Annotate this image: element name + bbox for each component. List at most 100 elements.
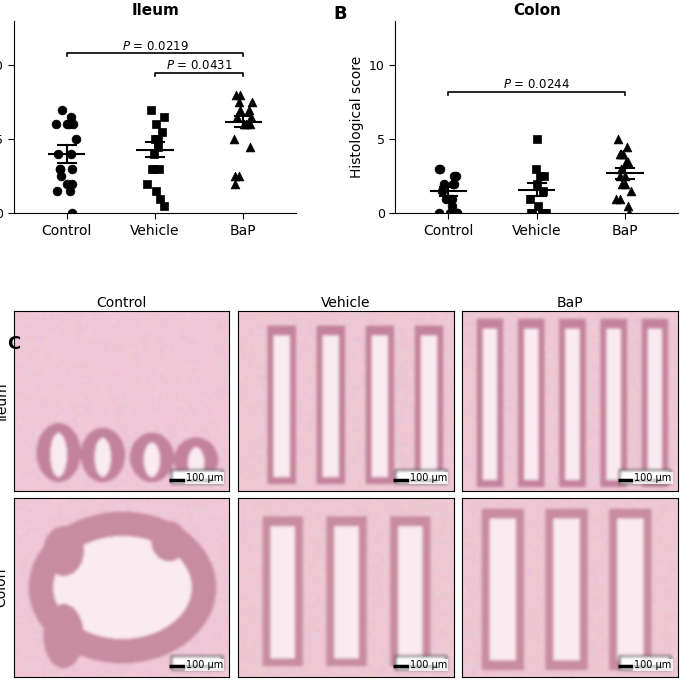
Point [610, 193, 621, 204]
Point [156, 126, 167, 138]
Point [64, 186, 75, 197]
Point [51, 186, 62, 197]
Y-axis label: Histological score: Histological score [349, 56, 364, 178]
Point [245, 119, 256, 130]
Title: BaP: BaP [557, 296, 584, 310]
Point [146, 104, 157, 115]
Point [66, 163, 77, 174]
Point [65, 149, 76, 160]
Point [53, 149, 64, 160]
Point [234, 97, 245, 108]
Point [526, 208, 537, 219]
Point [526, 208, 537, 219]
Point [436, 186, 447, 197]
Point [54, 163, 65, 174]
Point [51, 119, 62, 130]
Point [616, 163, 627, 174]
Text: $P$ = 0.0219: $P$ = 0.0219 [122, 39, 188, 53]
Point [234, 89, 245, 100]
Point [66, 111, 77, 122]
Point [445, 208, 456, 219]
Text: 100 μm: 100 μm [186, 473, 223, 484]
Point [536, 208, 547, 219]
Point [231, 89, 242, 100]
Point [245, 141, 256, 152]
Point [68, 119, 79, 130]
Point [62, 119, 73, 130]
Point [621, 141, 632, 152]
Point [539, 208, 550, 219]
Point [67, 208, 78, 219]
Point [449, 208, 460, 219]
Point [239, 119, 250, 130]
Point [232, 111, 242, 122]
Point [228, 134, 239, 145]
Point [243, 104, 254, 115]
Point [450, 171, 461, 182]
Text: 100 μm: 100 μm [410, 473, 447, 484]
Point [525, 193, 536, 204]
Point [614, 193, 625, 204]
Point [229, 171, 240, 182]
Point [532, 134, 543, 145]
Point [147, 163, 158, 174]
Point [541, 208, 552, 219]
Text: 100 μm: 100 μm [410, 660, 447, 670]
Point [617, 149, 628, 160]
Title: Vehicle: Vehicle [321, 296, 371, 310]
Point [619, 178, 630, 189]
Text: C: C [7, 335, 20, 353]
Point [537, 186, 548, 197]
Point [531, 178, 542, 189]
Point [447, 178, 458, 189]
Point [152, 134, 163, 145]
Title: Control: Control [97, 296, 147, 310]
Point [534, 171, 545, 182]
Point [433, 208, 444, 219]
Point [435, 163, 446, 174]
Point [245, 111, 256, 122]
Point [153, 163, 164, 174]
Point [440, 193, 451, 204]
Point [433, 163, 444, 174]
Point [151, 186, 162, 197]
Point [234, 171, 245, 182]
Point [142, 178, 153, 189]
Text: 100 μm: 100 μm [634, 473, 672, 484]
Point [616, 149, 627, 160]
Y-axis label: Colon: Colon [0, 568, 8, 607]
Text: 100 μm: 100 μm [186, 660, 223, 670]
Point [64, 119, 75, 130]
Point [61, 178, 72, 189]
Text: $P$ = 0.0244: $P$ = 0.0244 [503, 78, 570, 91]
Point [530, 163, 541, 174]
Text: B: B [333, 6, 347, 23]
Title: Ileum: Ileum [131, 3, 179, 18]
Point [66, 178, 77, 189]
Point [55, 171, 66, 182]
Point [149, 163, 160, 174]
Point [158, 200, 169, 211]
Point [148, 149, 159, 160]
Point [235, 104, 246, 115]
Point [71, 134, 82, 145]
Point [246, 97, 257, 108]
Point [449, 171, 460, 182]
Point [150, 119, 161, 130]
Point [533, 200, 544, 211]
Point [451, 208, 462, 219]
Title: Colon: Colon [513, 3, 561, 18]
Point [150, 134, 161, 145]
Point [153, 134, 164, 145]
Point [443, 193, 454, 204]
Point [57, 104, 68, 115]
Text: 100 μm: 100 μm [634, 660, 672, 670]
Point [538, 171, 549, 182]
Point [620, 171, 631, 182]
Y-axis label: Ileum: Ileum [0, 381, 8, 420]
Point [621, 156, 632, 167]
Point [55, 163, 66, 174]
Text: $P$ = 0.0431: $P$ = 0.0431 [166, 59, 232, 72]
Point [158, 111, 169, 122]
Point [623, 156, 634, 167]
